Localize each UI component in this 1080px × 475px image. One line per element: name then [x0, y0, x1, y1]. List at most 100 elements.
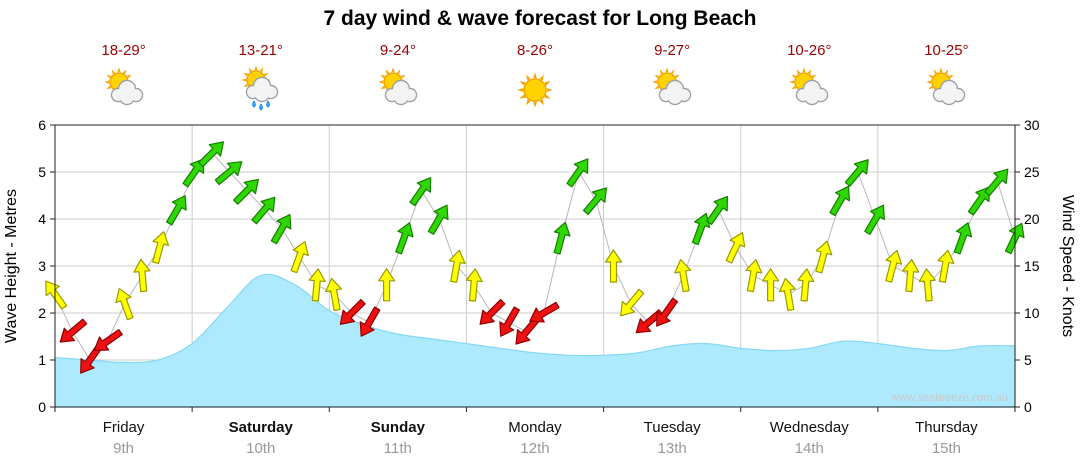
wind-arrow — [133, 258, 151, 293]
day-label: Sunday 11th — [329, 419, 466, 457]
day-date: 13th — [657, 440, 687, 457]
temperature-range: 8-26° — [516, 42, 553, 59]
wind-arrow — [499, 306, 520, 337]
wind-arrow — [339, 298, 366, 325]
right-axis-title: Wind Speed - Knots — [1059, 195, 1076, 337]
weather-icon-wrap — [329, 64, 466, 112]
day-label: Thursday 15th — [878, 419, 1015, 457]
wind-arrow — [378, 268, 396, 302]
chart-plot-area: 0 1 2 3 4 5 6 0 5 10 15 20 25 30 — [38, 117, 1040, 415]
wind-arrow — [251, 196, 276, 225]
left-axis-title: Wave Height - Metres — [3, 189, 20, 343]
day-label: Monday 12th — [466, 419, 603, 457]
left-axis-tick-label: 5 — [38, 164, 46, 180]
day-name: Thursday — [915, 419, 978, 436]
wind-arrow — [953, 222, 973, 255]
temperature-range: 10-26° — [787, 42, 832, 59]
right-axis-tick-label: 15 — [1024, 258, 1040, 274]
day-forecast: 9-24° — [329, 42, 466, 112]
day-name: Monday — [508, 419, 562, 436]
day-name: Sunday — [370, 419, 425, 436]
wind-arrow — [290, 240, 309, 274]
day-label: Wednesday 14th — [741, 419, 878, 457]
temperature-range: 9-27° — [654, 42, 691, 59]
wind-arrow — [152, 231, 170, 265]
right-axis-tick-label: 25 — [1024, 164, 1040, 180]
day-label: Friday 9th — [55, 419, 192, 457]
wind-arrow — [566, 158, 589, 188]
right-axis-tick-label: 10 — [1024, 305, 1040, 321]
wind-arrow — [745, 259, 763, 293]
day-label: Tuesday 13th — [604, 419, 741, 457]
wind-arrow — [918, 268, 936, 302]
day-date: 10th — [246, 440, 276, 457]
wind-arrow — [59, 318, 88, 343]
left-axis-tick-label: 4 — [38, 211, 46, 227]
wind-arrow — [115, 287, 134, 321]
wind-arrow — [198, 141, 225, 168]
day-date: 11th — [383, 440, 412, 457]
wind-arrow — [448, 249, 466, 283]
wind-arrow — [620, 288, 645, 317]
wind-arrow — [815, 240, 833, 274]
wind-arrow — [635, 309, 664, 334]
wind-arrow — [778, 277, 796, 312]
left-axis-tick-label: 3 — [38, 258, 46, 274]
day-forecast: 9-27° — [604, 42, 741, 112]
temperature-range: 9-24° — [379, 42, 416, 59]
weather-icon-sun-cloud — [378, 67, 418, 106]
day-date: 14th — [794, 440, 824, 457]
wind-arrow — [582, 187, 607, 215]
weather-icon-sun-cloud — [926, 67, 966, 106]
weather-icon-sun-cloud — [103, 67, 143, 106]
wind-arrow — [529, 301, 560, 323]
wind-arrow — [967, 186, 990, 216]
wind-arrow — [308, 268, 326, 302]
day-forecast: 13-21° — [192, 42, 329, 112]
left-axis-tick-label: 2 — [38, 305, 46, 321]
day-date: 15th — [931, 440, 962, 457]
weather-icon-wrap — [466, 64, 603, 112]
wind-arrow — [93, 328, 123, 351]
wind-arrow — [45, 280, 68, 310]
left-axis-tick-label: 6 — [38, 117, 46, 133]
day-labels-row: Friday 9th Saturday 10th Sunday 11th Monday 12t… — [55, 419, 1015, 457]
wind-arrow — [656, 297, 679, 327]
day-forecast: 18-29° — [55, 42, 192, 112]
right-axis-tick-label: 20 — [1024, 211, 1040, 227]
wind-arrow — [166, 195, 187, 226]
temperature-range: 10-25° — [924, 42, 969, 59]
wind-arrow — [761, 268, 780, 302]
left-axis-tick-label: 1 — [38, 352, 46, 368]
wind-arrow — [465, 268, 483, 302]
day-forecast: 8-26° — [466, 42, 603, 112]
wind-arrow — [797, 268, 815, 302]
wind-arrow — [479, 298, 506, 325]
day-name: Wednesday — [769, 419, 849, 436]
wind-arrow — [214, 161, 243, 186]
wind-arrow — [270, 213, 292, 245]
day-name: Friday — [102, 419, 145, 436]
wind-arrow — [325, 277, 343, 312]
weather-icon-sun-cloud — [652, 67, 692, 106]
day-label: Saturday 10th — [192, 419, 329, 457]
wind-arrow — [902, 258, 920, 293]
wind-arrow — [725, 232, 746, 264]
right-axis-tick-label: 0 — [1024, 399, 1032, 415]
wind-arrow — [984, 168, 1009, 197]
watermark: www.seabreeze.com.au — [890, 392, 1008, 404]
temperature-range: 18-29° — [101, 42, 146, 59]
wind-arrow — [706, 195, 729, 226]
wind-arrow — [885, 249, 903, 283]
day-headers-row: 18-29° 13-21° 9-24° 8-26° 9-27° 10-26° 10-25° — [55, 42, 1015, 112]
weather-icon-wrap — [192, 64, 329, 112]
day-forecast: 10-25° — [878, 42, 1015, 112]
weather-icon-wrap — [55, 64, 192, 112]
wind-arrow — [427, 204, 449, 235]
weather-icon-wrap — [878, 64, 1015, 112]
day-forecast: 10-26° — [741, 42, 878, 112]
wind-arrow — [937, 249, 955, 283]
temperature-range: 13-21° — [238, 42, 283, 59]
